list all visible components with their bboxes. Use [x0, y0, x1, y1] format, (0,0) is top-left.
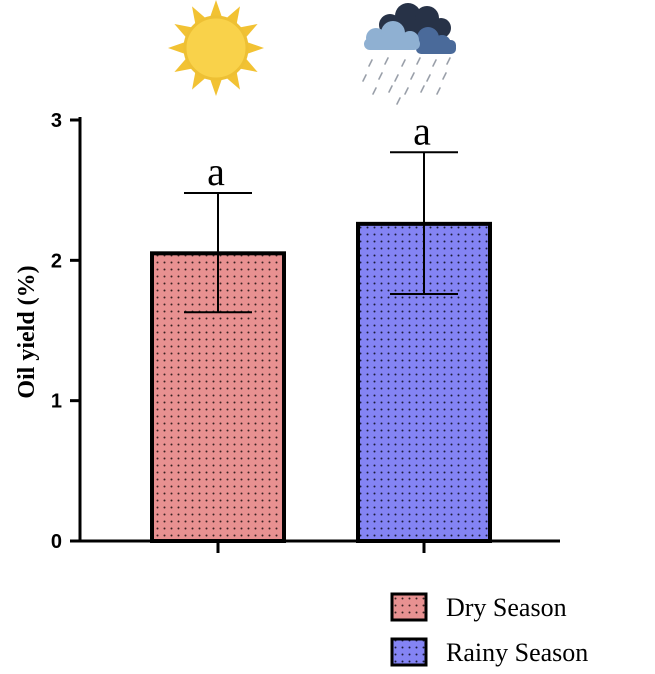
sun-icon [168, 0, 264, 96]
significance-label-dry: a [207, 149, 225, 194]
y-tick-label-0: 0 [51, 531, 62, 553]
legend-label-rainy: Rainy Season [446, 638, 588, 667]
y-tick-label-3: 3 [51, 110, 62, 132]
significance-label-rainy: a [413, 108, 431, 153]
rain-cloud-icon [362, 3, 456, 105]
y-axis-title: Oil yield (%) [14, 265, 40, 398]
legend: Dry Season Rainy Season [390, 592, 588, 667]
y-tick-label-1: 1 [51, 391, 62, 413]
y-tick-label-2: 2 [51, 250, 62, 272]
error-bar-dry [184, 191, 252, 314]
legend-swatch-dry [390, 592, 428, 622]
legend-swatch-rainy [390, 637, 428, 667]
legend-label-dry: Dry Season [446, 593, 567, 622]
error-bar-rainy [390, 151, 458, 296]
